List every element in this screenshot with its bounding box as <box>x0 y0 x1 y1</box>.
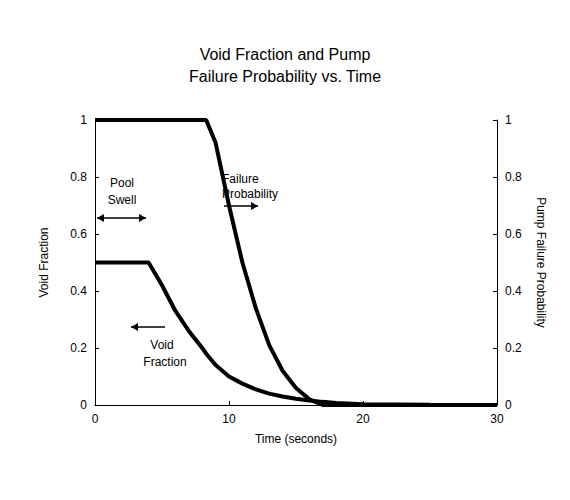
svg-text:0.8: 0.8 <box>505 170 522 184</box>
svg-text:Swell: Swell <box>108 193 137 207</box>
svg-text:Pump Failure Probability: Pump Failure Probability <box>534 197 548 328</box>
svg-text:0.2: 0.2 <box>70 341 87 355</box>
svg-text:10: 10 <box>222 412 236 426</box>
svg-text:0: 0 <box>505 398 512 412</box>
svg-text:Void: Void <box>150 338 173 352</box>
svg-text:1: 1 <box>505 113 512 127</box>
svg-text:0: 0 <box>92 412 99 426</box>
svg-text:Fraction: Fraction <box>143 355 186 369</box>
svg-text:0: 0 <box>80 398 87 412</box>
svg-text:0.4: 0.4 <box>505 284 522 298</box>
svg-text:1: 1 <box>80 113 87 127</box>
svg-text:0.4: 0.4 <box>70 284 87 298</box>
svg-text:Void Fraction and Pump: Void Fraction and Pump <box>200 46 371 63</box>
svg-text:0.2: 0.2 <box>505 341 522 355</box>
svg-text:Pool: Pool <box>110 176 134 190</box>
svg-text:0.6: 0.6 <box>505 227 522 241</box>
svg-text:Failure: Failure <box>222 172 259 186</box>
svg-text:Time (seconds): Time (seconds) <box>255 432 337 446</box>
svg-text:0.6: 0.6 <box>70 227 87 241</box>
svg-text:Failure Probability vs. Time: Failure Probability vs. Time <box>189 68 381 85</box>
svg-text:0.8: 0.8 <box>70 170 87 184</box>
svg-text:20: 20 <box>356 412 370 426</box>
svg-text:30: 30 <box>490 412 504 426</box>
svg-text:Void Fraction: Void Fraction <box>37 227 51 297</box>
svg-text:Probability: Probability <box>222 187 278 201</box>
